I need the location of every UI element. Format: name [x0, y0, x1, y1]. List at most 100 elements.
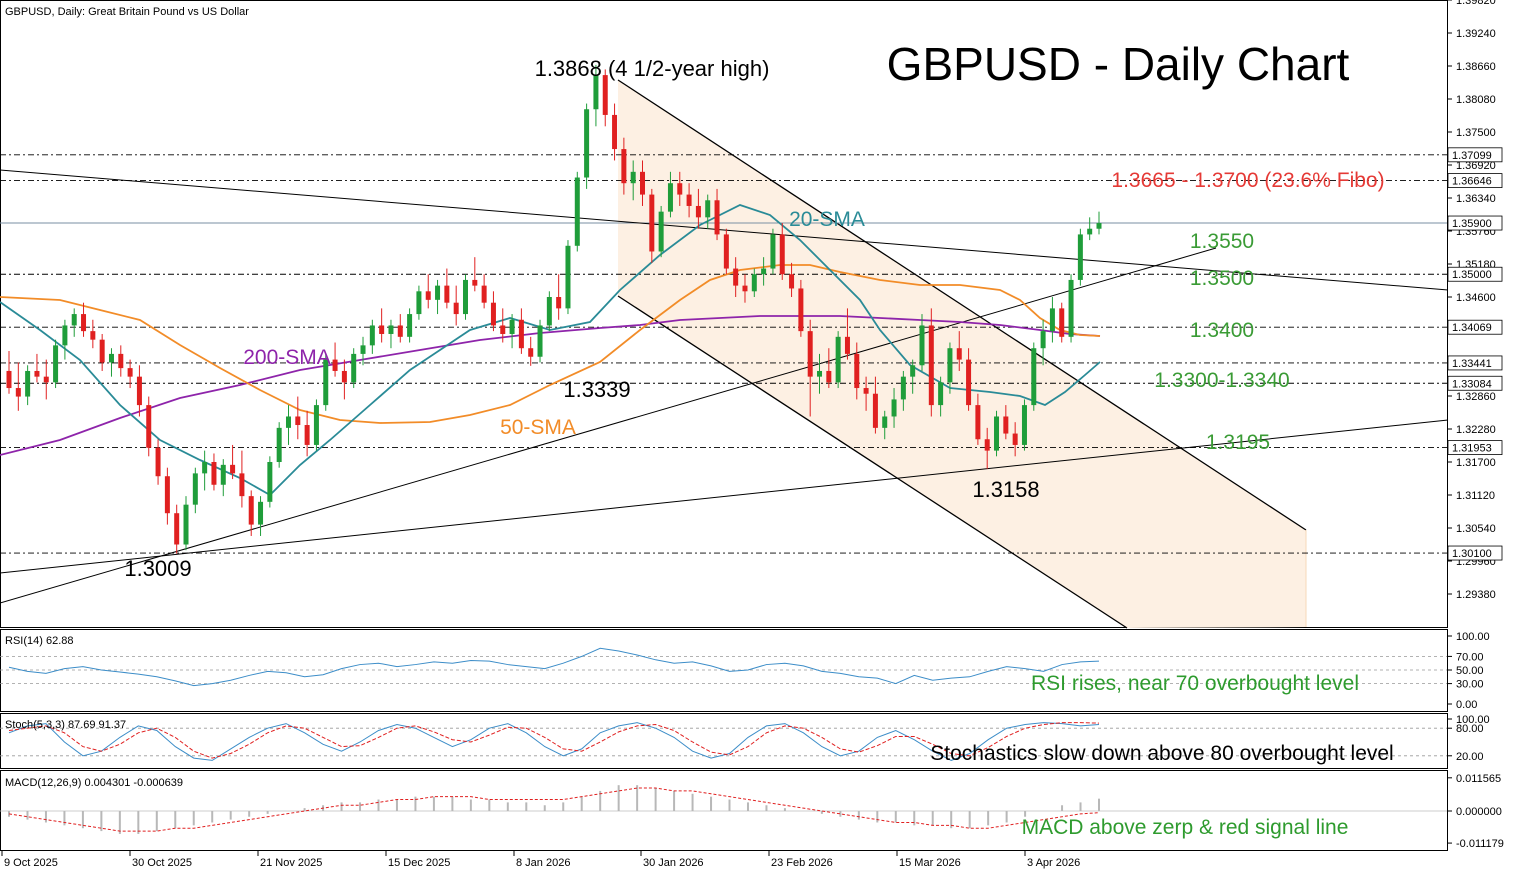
- candle-body-45: [425, 291, 431, 300]
- candle-body-87: [817, 370, 823, 377]
- x-tick-label-5: 30 Jan 2026: [643, 857, 704, 869]
- candle-body-58: [546, 297, 552, 326]
- stoch-d-line: [8, 722, 1100, 759]
- price-tag-label-4: 1.34069: [1452, 322, 1492, 334]
- candle-body-14: [136, 376, 142, 406]
- candle-body-23: [220, 464, 226, 485]
- candle-body-70: [658, 211, 664, 252]
- macd-tick-label-0: 0.011565: [1456, 773, 1501, 785]
- candle-body-88: [826, 370, 832, 383]
- price-tag-box-3: [1447, 266, 1503, 282]
- candle-body-9: [90, 331, 96, 340]
- candle-body-17: [164, 476, 170, 514]
- candle-body-96: [900, 376, 906, 400]
- candle-body-39: [369, 325, 375, 346]
- y-tick-label-12: 1.32860: [1456, 391, 1496, 403]
- candle-body-82: [770, 234, 776, 269]
- trendline-2: [0, 247, 1217, 604]
- candle-body-76: [714, 200, 720, 235]
- price-tag-box-8: [1447, 545, 1503, 561]
- candle-body-44: [416, 291, 422, 315]
- stoch-k-line: [8, 722, 1100, 761]
- candle-body-22: [211, 462, 217, 485]
- candle-body-16: [155, 447, 161, 477]
- annotation-8: 1.3339: [563, 377, 630, 402]
- candle-body-74: [695, 205, 701, 218]
- candle-body-60: [565, 245, 571, 309]
- candle-body-56: [528, 348, 534, 357]
- annotation-0: 1.3868 (4 1/2-year high): [535, 56, 770, 81]
- stoch-note: Stochastics slow down above 80 overbough…: [930, 742, 1393, 765]
- candle-body-105: [984, 439, 990, 451]
- candle-body-71: [667, 183, 673, 212]
- candle-body-99: [928, 325, 934, 406]
- candle-body-53: [500, 325, 506, 334]
- x-tick-label-7: 15 Mar 2026: [899, 857, 961, 869]
- annotation-11: 1.3158: [972, 477, 1039, 502]
- y-tick-label-1: 1.39240: [1456, 28, 1496, 40]
- candle-body-21: [202, 462, 208, 474]
- macd-note: MACD above zerp & red signal line: [1022, 816, 1349, 839]
- annotation-2: 20-SMA: [789, 208, 865, 231]
- candle-body-52: [490, 302, 496, 326]
- rsi-tick-label-0: 100.00: [1456, 631, 1490, 643]
- candle-body-27: [258, 501, 264, 525]
- annotation-3: 1.3550: [1190, 230, 1254, 253]
- y-tick-label-16: 1.30540: [1456, 523, 1496, 535]
- candle-body-106: [994, 416, 1000, 451]
- candle-body-57: [537, 325, 543, 357]
- candle-body-114: [1068, 279, 1074, 337]
- candle-body-116: [1087, 228, 1093, 235]
- candle-body-72: [677, 183, 683, 195]
- price-tag-label-2: 1.35900: [1452, 218, 1492, 230]
- y-tick-label-3: 1.38080: [1456, 94, 1496, 106]
- channel-fill: [618, 80, 1306, 628]
- y-tick-label-6: 1.36340: [1456, 193, 1496, 205]
- candle-body-73: [686, 194, 692, 206]
- annotations: 1.3868 (4 1/2-year high) 1.3665 - 1.3700 …: [124, 56, 1384, 581]
- rsi-tick-label-1: 70.00: [1456, 651, 1484, 663]
- x-tick-label-3: 15 Dec 2025: [388, 857, 450, 869]
- candle-body-7: [71, 314, 77, 326]
- y-tick-label-18: 1.29380: [1456, 589, 1496, 601]
- candle-body-62: [584, 109, 590, 178]
- sma50-line: [0, 264, 1101, 424]
- channel-lower-line: [617, 295, 1128, 629]
- rsi-label: RSI(14) 62.88: [5, 635, 73, 647]
- price-tag-box-6: [1447, 375, 1503, 391]
- x-tick-label-8: 3 Apr 2026: [1027, 857, 1080, 869]
- candle-body-43: [407, 314, 413, 337]
- annotation-12: 1.3009: [124, 556, 191, 581]
- rsi-panel: 100.00 70.00 50.00 30.00 0.00 RSI rises, near…: [0, 631, 1490, 711]
- candle-body-35: [332, 359, 338, 371]
- candle-body-65: [612, 114, 618, 150]
- candle-body-66: [621, 149, 627, 184]
- candle-body-0: [6, 370, 12, 389]
- time-axis: 9 Oct 2025 30 Oct 2025 21 Nov 2025 15 Dec 2…: [1, 851, 1080, 869]
- rsi-line: [8, 647, 1100, 687]
- candle-body-86: [807, 331, 813, 377]
- candle-body-2: [25, 370, 31, 397]
- candle-body-102: [956, 348, 962, 360]
- price-tag-label-0: 1.37099: [1452, 150, 1492, 162]
- sma200-line: [0, 315, 1101, 456]
- candle-body-26: [248, 496, 254, 525]
- stoch-tick-label-1: 80.00: [1456, 723, 1484, 735]
- candle-body-115: [1077, 234, 1083, 280]
- candle-body-38: [360, 345, 366, 354]
- candle-body-6: [62, 325, 68, 346]
- candlesticks: [6, 64, 1102, 554]
- price-tag-label-8: 1.30100: [1452, 548, 1492, 560]
- candle-body-92: [863, 388, 869, 394]
- candle-body-31: [295, 416, 301, 426]
- candle-body-69: [649, 194, 655, 252]
- candle-body-110: [1031, 348, 1037, 406]
- candle-body-79: [742, 285, 748, 292]
- candle-body-13: [127, 368, 133, 377]
- candle-body-94: [882, 416, 888, 428]
- candle-body-85: [798, 288, 804, 332]
- stoch-panel-frame: [0, 713, 1448, 769]
- candle-body-29: [276, 427, 282, 462]
- candle-body-80: [751, 274, 757, 292]
